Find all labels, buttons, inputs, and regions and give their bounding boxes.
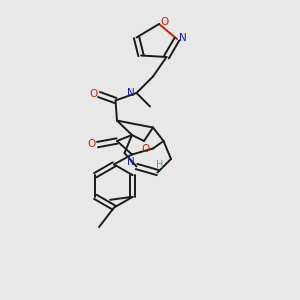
Text: O: O	[87, 139, 96, 149]
Text: N: N	[127, 88, 134, 98]
Text: N: N	[179, 33, 187, 43]
Text: O: O	[141, 143, 150, 154]
Text: H: H	[156, 160, 164, 170]
Text: N: N	[127, 157, 134, 167]
Text: O: O	[89, 89, 98, 99]
Text: O: O	[160, 17, 169, 27]
